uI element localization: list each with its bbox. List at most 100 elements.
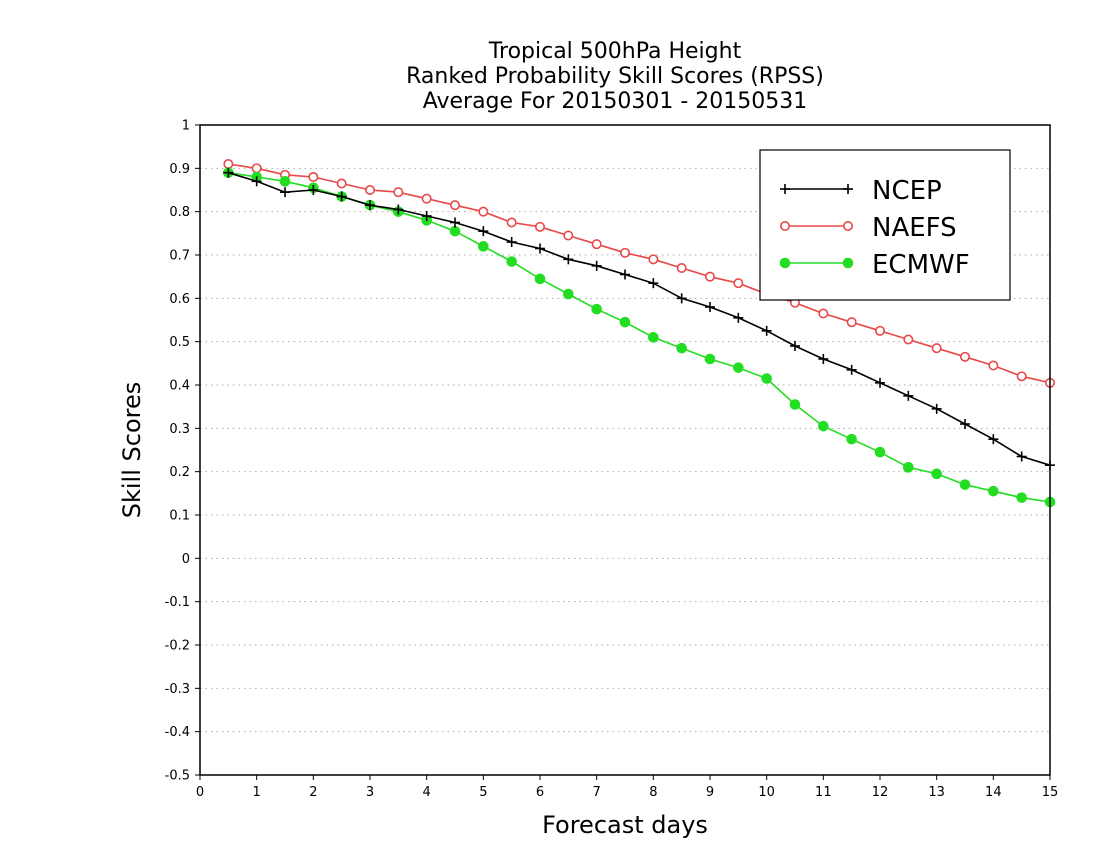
data-point-ncep — [676, 293, 687, 304]
series-line-ncep — [228, 171, 1051, 466]
axis-ticks: 1 0.9 0.8 0.7 0.6 0.5 0.4 0.3 0.2 0.1 0 -0.1 -0.2 -0.… — [165, 119, 1059, 801]
data-point-ecmwf — [903, 462, 914, 473]
data-point-ncep — [478, 226, 489, 237]
data-point-naefs — [308, 172, 319, 183]
data-point-naefs — [393, 187, 404, 198]
data-point-naefs — [959, 351, 970, 362]
data-point-ecmwf — [874, 446, 886, 458]
y-axis-title: Skill Scores — [118, 382, 146, 519]
legend-marker — [842, 221, 853, 232]
x-tick-label: 3 — [366, 785, 374, 800]
data-point-ecmwf — [563, 288, 574, 300]
y-tick-label: -0.1 — [165, 595, 190, 610]
y-tick-label: 0.7 — [169, 249, 190, 264]
data-point-naefs — [591, 239, 602, 250]
data-point-ecmwf — [931, 468, 942, 480]
data-point-ecmwf — [1016, 492, 1027, 503]
x-axis-title: Forecast days — [542, 811, 708, 839]
x-tick-label: 12 — [872, 785, 889, 800]
data-point-naefs — [449, 200, 460, 211]
x-tick-label: 10 — [758, 785, 775, 800]
series-naefs — [223, 159, 1056, 388]
data-point-ecmwf — [789, 399, 801, 410]
legend-item-ncep: NCEP — [780, 176, 942, 206]
data-point-naefs — [619, 247, 630, 258]
x-tick-label: 0 — [196, 785, 204, 800]
y-tick-label: 0.9 — [169, 162, 190, 177]
data-point-naefs — [1016, 371, 1027, 382]
data-point-ncep — [365, 200, 375, 211]
data-point-ncep — [251, 176, 262, 187]
legend-box — [759, 149, 1011, 301]
data-point-naefs — [478, 206, 489, 217]
data-point-ecmwf — [534, 273, 546, 285]
data-point-ecmwf — [449, 225, 461, 237]
data-point-ecmwf — [619, 316, 631, 328]
legend-marker — [779, 221, 790, 232]
x-tick-label: 6 — [536, 785, 544, 800]
x-tick-label: 11 — [815, 785, 832, 800]
plot-frame — [199, 124, 1051, 776]
data-point-naefs — [421, 193, 432, 204]
y-tick-label: 0.3 — [169, 422, 190, 437]
data-point-ncep — [563, 254, 574, 265]
data-point-naefs — [931, 343, 942, 354]
data-point-ecmwf — [591, 303, 602, 315]
data-point-naefs — [733, 278, 744, 289]
legend: NCEP NAEFS ECMWF — [759, 149, 1011, 301]
legend-label: NCEP — [872, 176, 942, 206]
x-tick-label: 14 — [985, 785, 1002, 800]
legend-label: ECMWF — [872, 250, 970, 280]
data-point-ecmwf — [704, 353, 716, 365]
x-tick-label: 13 — [928, 785, 945, 800]
data-point-ncep — [393, 204, 404, 215]
x-tick-label: 9 — [706, 785, 714, 800]
data-point-naefs — [506, 217, 517, 228]
legend-marker — [779, 257, 791, 269]
data-point-ncep — [846, 364, 857, 375]
data-point-ncep — [620, 269, 630, 280]
data-point-naefs — [874, 325, 885, 336]
title-line: Tropical 500hPa Height — [488, 39, 742, 64]
title-line: Ranked Probability Skill Scores (RPSS) — [406, 64, 824, 89]
data-point-naefs — [903, 334, 914, 345]
data-point-naefs — [364, 185, 375, 196]
data-point-naefs — [846, 317, 857, 328]
data-point-ncep — [450, 217, 460, 228]
legend-item-naefs: NAEFS — [779, 213, 957, 243]
y-tick-label: 0.8 — [169, 205, 190, 220]
legend-marker — [843, 184, 853, 194]
data-point-ncep — [535, 243, 545, 254]
data-point-ecmwf — [506, 256, 517, 267]
data-point-ecmwf — [988, 485, 999, 497]
data-point-ncep — [1016, 451, 1027, 462]
x-tick-label: 8 — [649, 785, 657, 800]
data-point-ecmwf — [846, 433, 857, 445]
y-tick-label: -0.3 — [165, 682, 190, 697]
y-tick-label: 0 — [182, 552, 190, 567]
data-point-ncep — [705, 302, 715, 312]
data-point-ncep — [761, 325, 772, 336]
data-point-ncep — [931, 403, 942, 414]
x-tick-label: 1 — [253, 785, 261, 800]
data-point-naefs — [818, 308, 829, 319]
data-point-ncep — [903, 390, 914, 401]
data-point-ecmwf — [761, 373, 772, 384]
y-tick-label: -0.2 — [165, 639, 190, 654]
series-ncep — [223, 167, 1055, 471]
data-point-naefs — [336, 178, 347, 189]
x-tick-label: 2 — [309, 785, 317, 800]
data-point-naefs — [563, 230, 574, 241]
legend-marker — [842, 257, 854, 269]
x-tick-label: 15 — [1042, 785, 1059, 800]
y-tick-label: 0.2 — [169, 465, 190, 480]
data-point-naefs — [704, 271, 715, 282]
data-point-ncep — [960, 419, 970, 429]
data-point-naefs — [648, 254, 659, 265]
legend-label: NAEFS — [872, 213, 957, 243]
data-point-naefs — [534, 221, 545, 232]
data-point-naefs — [251, 163, 262, 174]
data-point-ecmwf — [959, 479, 971, 490]
title-line: Average For 20150301 - 20150531 — [423, 89, 808, 114]
